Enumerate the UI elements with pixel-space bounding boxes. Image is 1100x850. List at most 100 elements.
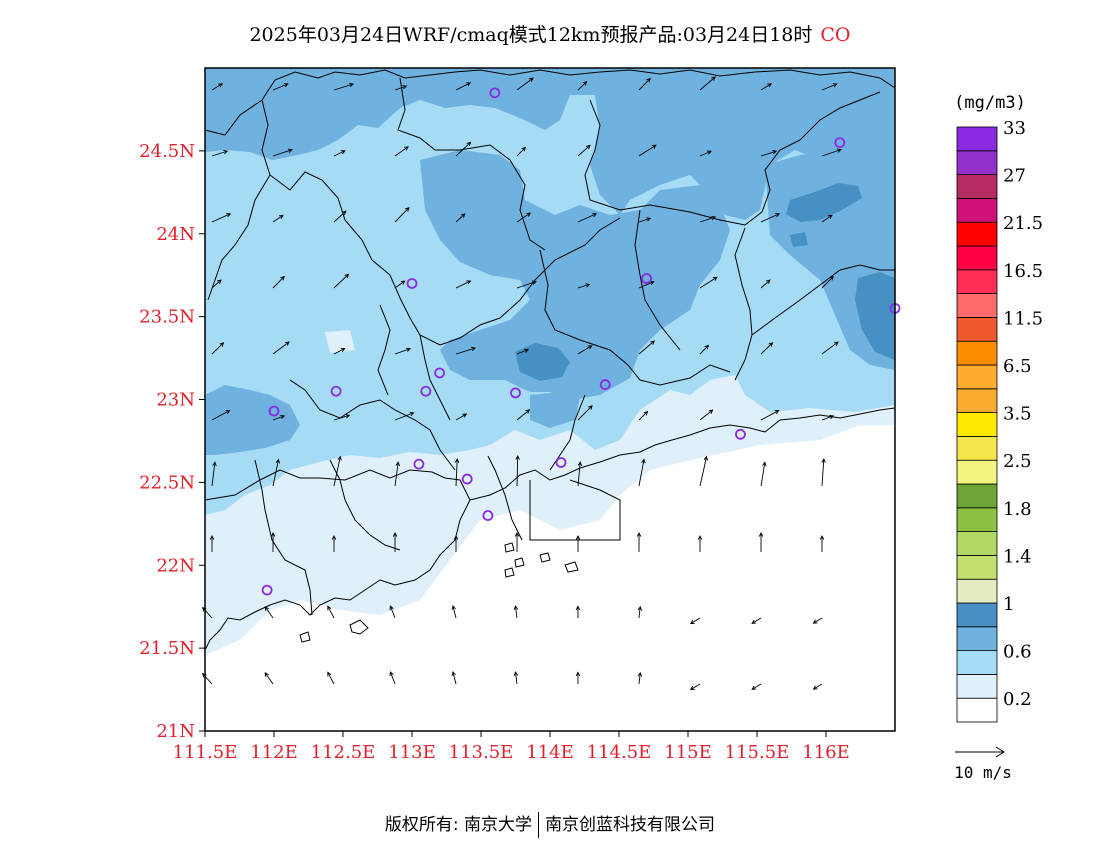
wind-arrow <box>751 683 762 690</box>
legend-unit: (mg/m3) <box>954 93 1026 113</box>
wind-arrow <box>513 671 519 685</box>
lon-tick-label: 114E <box>526 742 574 763</box>
station-marker <box>510 387 521 399</box>
wind-arrow <box>636 532 642 553</box>
wind-arrow <box>821 341 839 355</box>
wind-arrow <box>211 342 225 355</box>
lat-tick-label: 24N <box>156 224 195 245</box>
wind-arrow <box>821 83 838 91</box>
legend-label: 1.8 <box>1003 499 1032 520</box>
map-title: 2025年03月24日WRF/cmaq模式12km预报产品:03月24日18时 C… <box>0 20 1100 47</box>
wind-arrow <box>516 77 534 91</box>
lat-tick-label: 24.5N <box>139 141 195 162</box>
legend-swatch <box>956 245 998 271</box>
wind-arrow <box>760 410 780 421</box>
legend-label: 27 <box>1003 166 1026 187</box>
wind-arrow <box>575 535 581 553</box>
lat-tick-label: 23.5N <box>139 307 195 328</box>
legend-swatch <box>956 674 998 699</box>
wind-arrow <box>637 671 643 685</box>
legend-label: 33 <box>1003 118 1026 139</box>
title-text: 2025年03月24日WRF/cmaq模式12km预报产品:03月24日18时 <box>249 24 813 46</box>
wind-arrow <box>333 82 355 91</box>
wind-arrow <box>389 671 396 685</box>
legend-swatch <box>956 221 998 247</box>
wind-arrow <box>699 409 714 421</box>
legend-label: 11.5 <box>1003 308 1043 329</box>
wind-arrow <box>577 144 591 157</box>
legend-label: 1.4 <box>1003 546 1032 567</box>
legend-swatch <box>956 316 998 342</box>
station-marker <box>461 473 473 485</box>
wind-arrow <box>211 83 224 91</box>
axes: 21N 21.5N 22N 22.5N 23N 23.5N 24N 24.5N 111.5E 11… <box>139 141 850 763</box>
legend-label: 16.5 <box>1003 261 1043 282</box>
wind-arrow <box>272 214 284 223</box>
footer: 版权所有: 南京大学 南京创蓝科技有限公司 <box>0 810 1100 838</box>
color-legend: 0.2 0.6 1 1.4 1.8 2.5 3.5 6.5 11.5 16.5 21.5 27 33 <box>956 118 1043 723</box>
wind-arrow <box>821 148 842 157</box>
wind-arrow <box>394 347 412 355</box>
legend-swatch <box>956 412 998 437</box>
wind-arrow <box>516 280 537 289</box>
wind-arrow <box>327 605 335 619</box>
wind-arrow <box>333 150 346 157</box>
wind-arrow <box>516 212 532 223</box>
legend-swatch <box>956 269 998 294</box>
wind-arrow <box>394 146 409 157</box>
wind-arrow <box>211 461 217 487</box>
lat-tick-label: 21.5N <box>139 638 195 659</box>
wind-arrow <box>451 671 457 685</box>
wind-arrow <box>821 458 826 487</box>
lon-tick-label: 113E <box>388 742 436 763</box>
wind-arrow <box>394 411 415 421</box>
wind-arrow <box>699 344 710 355</box>
wind-arrow <box>699 276 718 289</box>
wind-arrow <box>394 206 410 223</box>
wind-arrow <box>821 214 833 223</box>
wind-arrow <box>392 532 398 553</box>
wind-arrow <box>760 342 774 355</box>
station-marker <box>489 87 501 99</box>
legend-swatch <box>956 126 998 152</box>
lat-tick-label: 22N <box>156 555 195 576</box>
legend-swatch <box>956 578 998 604</box>
wind-arrow <box>333 210 347 223</box>
wind-arrow <box>516 409 531 421</box>
wind-arrow <box>454 458 460 487</box>
wind-arrow <box>514 532 520 553</box>
wind-arrow <box>638 217 652 223</box>
legend-swatch <box>956 602 998 628</box>
station-marker <box>482 510 494 521</box>
lon-tick-label: 114.5E <box>587 742 652 763</box>
concentration-fill <box>205 68 895 731</box>
wind-arrow <box>455 346 477 355</box>
lon-tick-label: 113.5E <box>449 742 514 763</box>
wind-arrow <box>333 273 350 289</box>
wind-arrow <box>515 455 520 487</box>
legend-label: 21.5 <box>1003 213 1043 234</box>
legend-label: 0.6 <box>1003 642 1032 663</box>
wind-arrow <box>638 458 646 487</box>
wind-arrow <box>760 461 767 487</box>
legend-label: 0.2 <box>1003 689 1032 710</box>
wind-arrow <box>211 279 222 289</box>
wind-arrow <box>455 82 472 91</box>
station-marker <box>599 379 611 390</box>
wind-arrow <box>638 340 655 355</box>
legend-label: 6.5 <box>1003 356 1032 377</box>
wind-arrow <box>758 532 764 553</box>
legend-swatch <box>956 388 998 413</box>
wind-arrow <box>389 605 396 619</box>
wind-arrow <box>211 150 229 157</box>
wind-arrow <box>689 683 701 691</box>
wind-arrow <box>211 213 232 223</box>
wind-arrow <box>638 77 651 91</box>
boundaries <box>205 69 895 651</box>
legend-swatch <box>956 435 998 461</box>
legend-swatch <box>956 364 998 390</box>
wind-arrow <box>272 148 293 157</box>
lon-tick-label: 111.5E <box>173 742 238 763</box>
wind-arrow <box>760 150 778 157</box>
